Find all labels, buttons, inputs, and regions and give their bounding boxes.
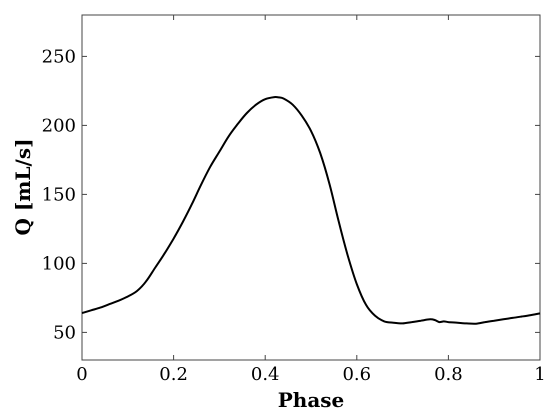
y-axis-ticks: 50 100 150 200 250 <box>42 46 540 343</box>
y-tick-label: 50 <box>53 322 76 343</box>
x-tick-label: 0.2 <box>159 364 188 385</box>
x-tick-label: 0.6 <box>342 364 371 385</box>
x-axis-title: Phase <box>278 388 345 412</box>
y-tick-label: 250 <box>42 46 76 67</box>
x-tick-label: 0.8 <box>434 364 463 385</box>
y-tick-label: 200 <box>42 115 76 136</box>
x-axis-ticks: 0 0.2 0.4 0.6 0.8 1 <box>76 15 546 385</box>
plot-frame <box>81 14 541 361</box>
x-tick-label: 0 <box>76 364 87 385</box>
y-tick-label: 150 <box>42 184 76 205</box>
x-tick-label: 0.4 <box>251 364 280 385</box>
y-tick-label: 100 <box>42 253 76 274</box>
flow-series-line <box>81 95 541 325</box>
x-tick-label: 1 <box>534 364 545 385</box>
y-axis-title: Q [mL/s] <box>11 138 35 235</box>
